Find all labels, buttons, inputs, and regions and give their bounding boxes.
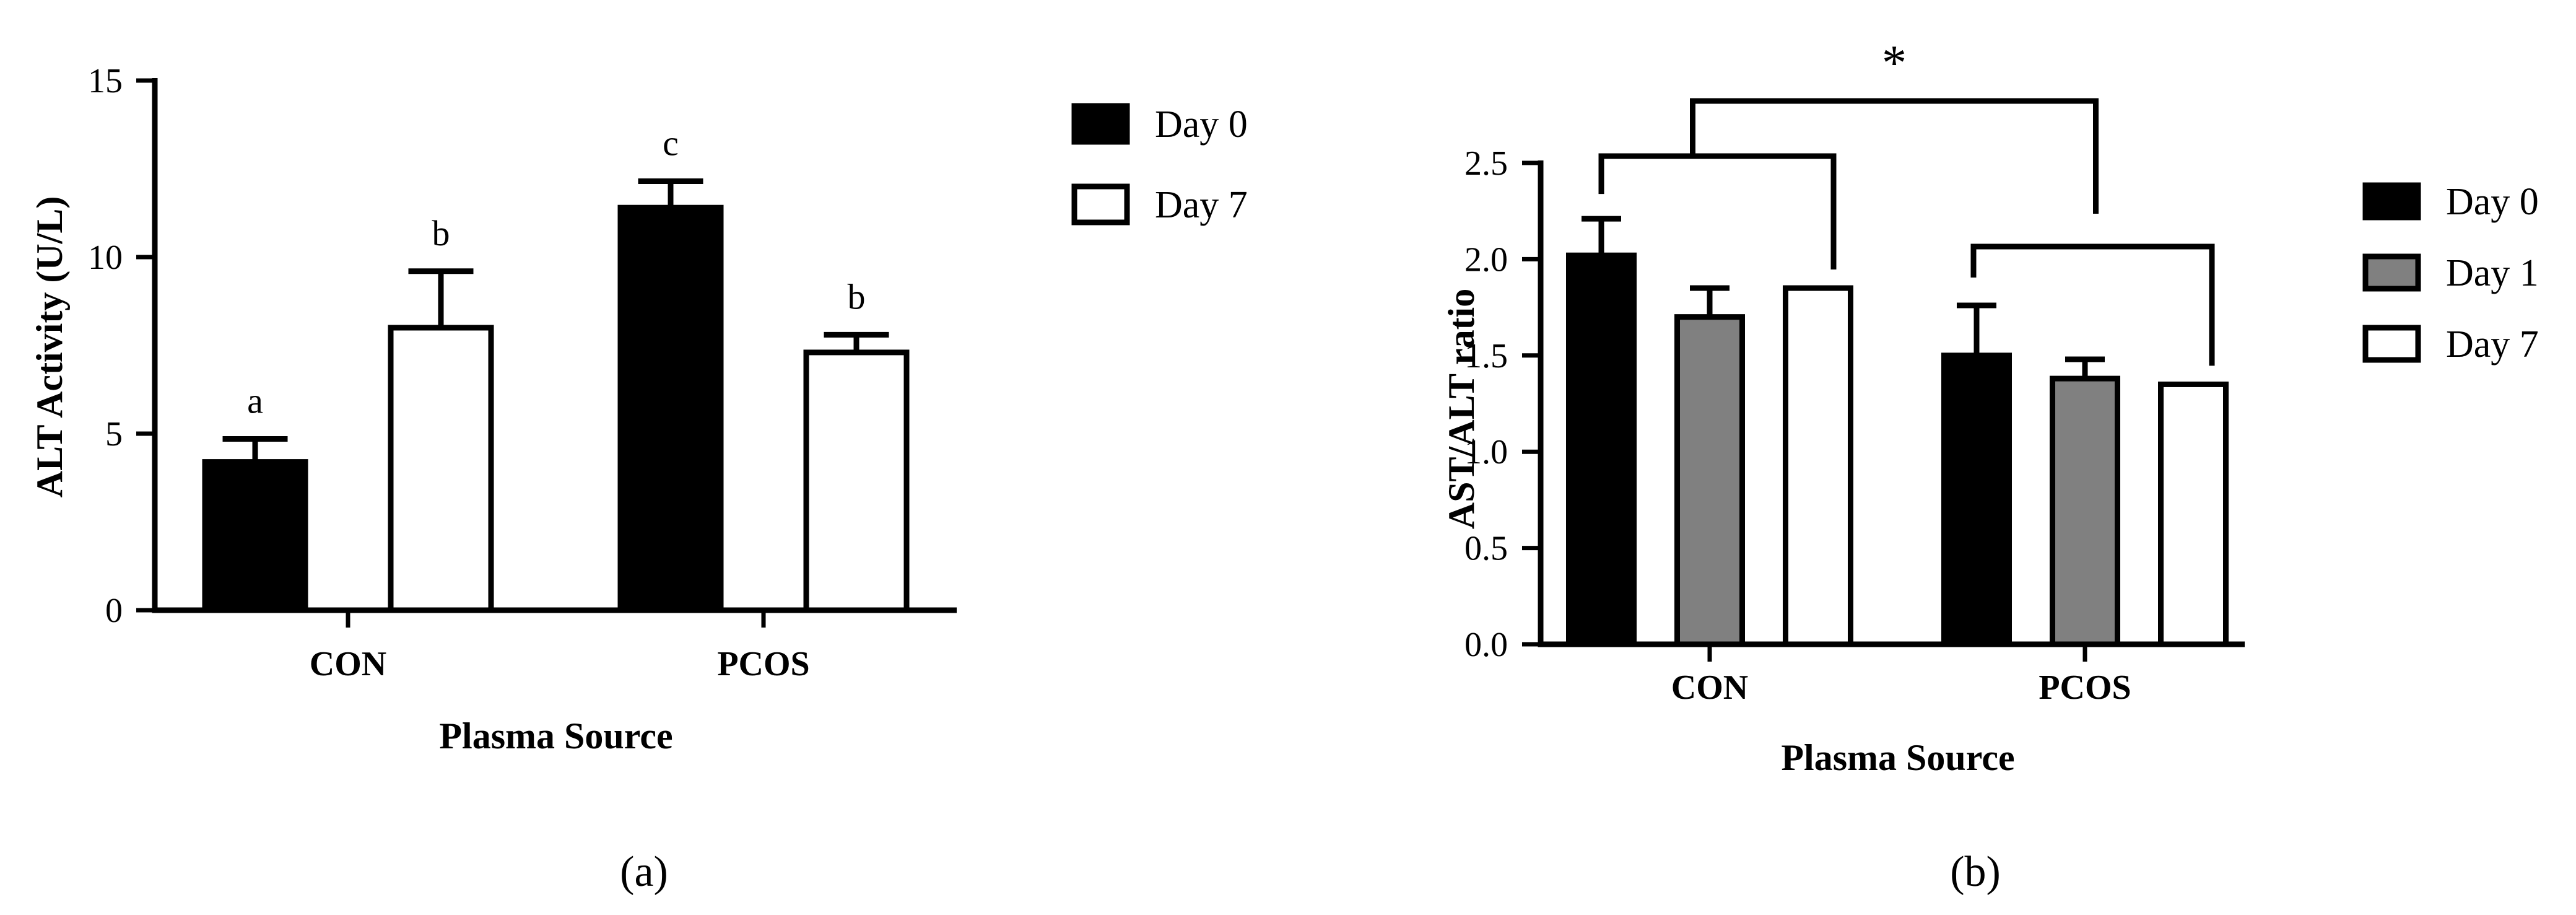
significance-bracket-pcos (1970, 243, 2215, 366)
panel-b-label: (b) (1950, 848, 2001, 896)
legend-swatch (2362, 325, 2421, 363)
y-tick-label: 0.5 (1464, 530, 1508, 568)
bar-day-0-con (1566, 252, 1637, 647)
significance-letter: a (247, 381, 263, 421)
legend-label: Day 0 (2446, 181, 2539, 223)
x-tick-label: PCOS (717, 645, 809, 683)
chart-panel-b: AST/ALT ratio Plasma Source (b) 0.0 0.5 1.… (1441, 36, 2539, 896)
significance-bracket-main (1690, 98, 2099, 214)
bar-day-7-pcos (803, 349, 910, 613)
significance-letter: b (432, 213, 450, 253)
chart-panel-a: ALT Activity (U/L) Plasma Source (a) 0 5 1… (29, 62, 1248, 896)
legend-label: Day 7 (1155, 184, 1248, 226)
y-tick-label: 15 (88, 62, 123, 100)
legend-label: Day 7 (2446, 323, 2539, 366)
bar-day-0-pcos (1941, 352, 2012, 647)
legend-swatch (2362, 182, 2421, 221)
y-tick-label: 2.0 (1464, 240, 1508, 279)
bar-day-7-con (388, 325, 494, 613)
bar-day-7-pcos (2158, 381, 2229, 647)
x-tick-label: CON (310, 645, 386, 683)
legend-swatch (1071, 103, 1130, 145)
legend-swatch (2362, 253, 2421, 292)
y-tick-label: 5 (105, 415, 123, 453)
y-tick-label: 2.5 (1464, 144, 1508, 183)
y-tick-label: 1.0 (1464, 433, 1508, 471)
panel-a-y-axis-title: ALT Activity (U/L) (29, 196, 70, 498)
panel-b-x-axis-title: Plasma Source (1781, 737, 2014, 778)
bar-day-7-con (1783, 285, 1853, 647)
significance-letter: c (663, 123, 679, 163)
panel-a-label: (a) (620, 848, 668, 896)
significance-asterisk: * (1882, 36, 1907, 90)
bar-day-0-con (202, 459, 308, 613)
y-tick-label: 1.5 (1464, 337, 1508, 375)
panel-a-x-axis-title: Plasma Source (439, 716, 672, 756)
significance-letter: b (848, 276, 866, 317)
bar-day-0-pcos (617, 204, 724, 613)
legend-swatch (1071, 183, 1130, 225)
y-tick-label: 10 (88, 239, 123, 277)
legend-label: Day 0 (1155, 103, 1248, 146)
panel-b-y-axis-title: AST/ALT ratio (1441, 289, 1482, 529)
significance-bracket-con (1598, 153, 1837, 270)
bar-day-1-con (1674, 314, 1745, 647)
x-tick-label: CON (1671, 668, 1748, 707)
legend-label: Day 1 (2446, 252, 2539, 294)
x-tick-label: PCOS (2039, 668, 2131, 707)
y-tick-label: 0 (105, 592, 123, 630)
bar-day-1-pcos (2050, 375, 2120, 647)
y-tick-label: 0.0 (1464, 626, 1508, 664)
